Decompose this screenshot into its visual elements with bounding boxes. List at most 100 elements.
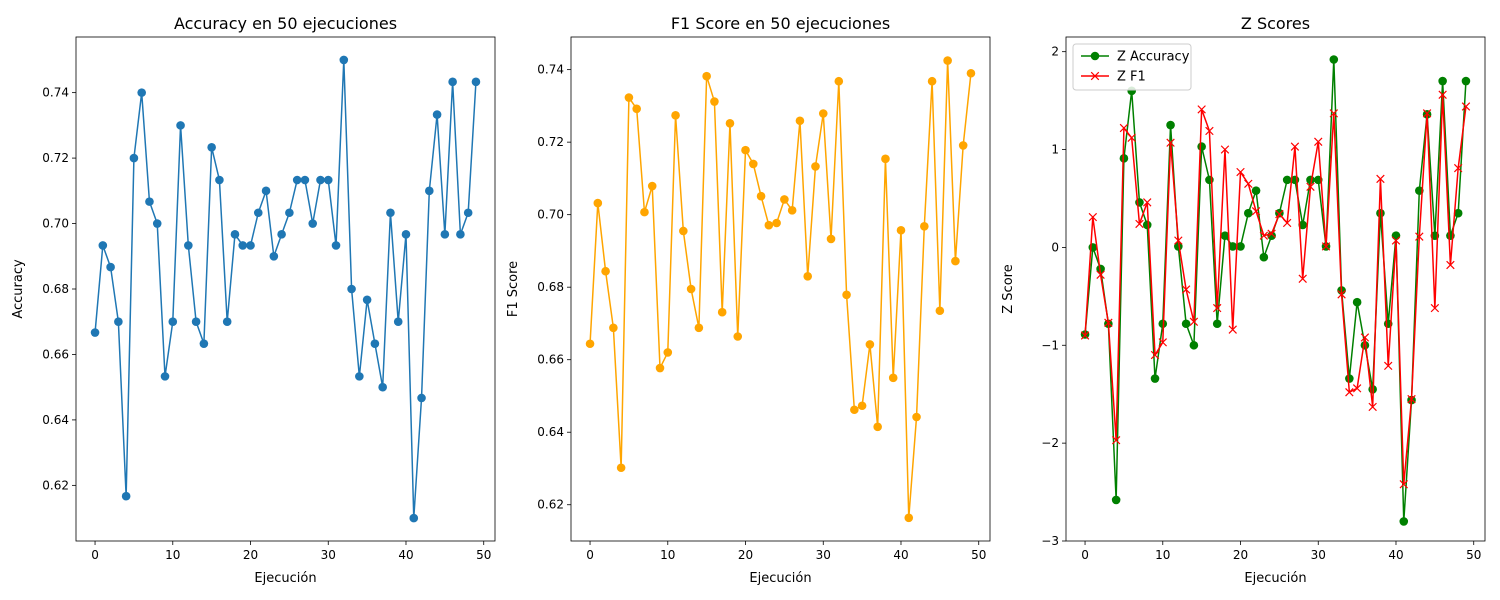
data-point [1298, 274, 1307, 283]
data-point [1174, 236, 1183, 245]
data-point [160, 372, 170, 381]
data-point [1298, 220, 1308, 230]
data-point [1453, 208, 1463, 218]
x-tick-label: 30 [816, 548, 831, 562]
data-point [292, 175, 302, 185]
data-point [440, 230, 450, 239]
data-point [1391, 236, 1401, 245]
data-point [1446, 260, 1455, 270]
data-point [850, 405, 859, 415]
data-point [1205, 126, 1214, 136]
data-point [1119, 154, 1129, 163]
y-tick-label: 0.72 [537, 135, 564, 149]
data-point [1220, 231, 1230, 240]
data-point [694, 323, 704, 333]
y-tick-label: 0.66 [537, 353, 564, 367]
y-tick-label: 0 [1051, 240, 1059, 254]
data-point [888, 373, 898, 383]
y-axis-label: Z Score [1001, 264, 1016, 313]
data-point [323, 175, 333, 185]
data-point [370, 339, 380, 348]
data-point [1360, 333, 1370, 342]
data-point [1197, 105, 1206, 114]
data-point [401, 230, 411, 239]
data-point [425, 186, 434, 196]
x-tick-label: 50 [476, 548, 491, 562]
data-point [593, 198, 603, 208]
data-point [927, 76, 937, 86]
data-point [137, 88, 146, 97]
y-tick-label: 0.62 [537, 498, 564, 512]
data-point [448, 77, 457, 87]
data-point [386, 208, 395, 218]
data-point [865, 340, 875, 349]
data-point [795, 116, 805, 126]
data-point [585, 339, 595, 349]
data-point [725, 118, 735, 128]
data-point [199, 339, 209, 348]
data-point [1166, 138, 1175, 147]
data-point [943, 56, 952, 65]
data-point [238, 241, 248, 250]
data-point [1376, 208, 1385, 218]
data-point [98, 241, 108, 250]
data-point [1251, 206, 1261, 216]
y-tick-label: 0.70 [42, 217, 69, 231]
x-tick-label: 10 [1155, 548, 1170, 562]
data-point [215, 175, 224, 185]
data-point [1376, 174, 1385, 184]
subplot-accuracy: Accuracy en 50 ejecuciones Ejecución Accur… [11, 14, 496, 586]
y-tick-label: 0.68 [42, 282, 69, 296]
y-tick-label: −3 [1041, 534, 1059, 548]
data-point [191, 317, 201, 327]
legend-label: Z Accuracy [1117, 50, 1190, 65]
x-tick-label: 40 [893, 548, 908, 562]
data-point [261, 186, 271, 196]
data-point [717, 307, 727, 317]
data-point [90, 328, 100, 337]
data-point [834, 76, 844, 86]
data-point [409, 513, 419, 523]
y-tick-label: −2 [1041, 436, 1059, 450]
data-point [1150, 350, 1160, 360]
x-axis-label: Ejecución [749, 571, 811, 586]
y-tick-label: 0.74 [537, 63, 564, 77]
data-point [966, 68, 976, 78]
data-point [1259, 231, 1269, 240]
data-point [1243, 208, 1253, 218]
data-point [741, 145, 750, 155]
data-point [1438, 90, 1447, 99]
x-tick-label: 30 [1311, 548, 1326, 562]
x-tick-label: 40 [398, 548, 413, 562]
y-axis-label: Accuracy [11, 259, 26, 319]
data-point [432, 110, 442, 119]
data-point [655, 363, 665, 373]
plot-frame [570, 36, 991, 542]
x-tick-label: 0 [91, 548, 99, 562]
chart-title: Accuracy en 50 ejecuciones [174, 14, 397, 33]
y-axis-label: F1 Score [506, 261, 521, 317]
data-point [1430, 303, 1440, 313]
data-point [1415, 232, 1424, 241]
y-tick-label: −1 [1041, 338, 1059, 352]
data-point [1166, 120, 1175, 130]
y-tick-label: 0.64 [42, 413, 69, 427]
data-point [106, 262, 115, 272]
data-point [1275, 209, 1284, 219]
data-point [935, 306, 945, 316]
data-point [269, 251, 279, 261]
data-point [230, 230, 240, 239]
data-point [1174, 242, 1183, 251]
chart-title: F1 Score en 50 ejecuciones [671, 14, 890, 33]
data-point [1337, 290, 1346, 299]
data-point [1321, 242, 1331, 251]
y-tick-label: 0.66 [42, 347, 69, 361]
data-point [1383, 361, 1393, 371]
data-point [1438, 76, 1447, 86]
data-point [1220, 145, 1230, 154]
data-point [920, 221, 929, 231]
data-point [456, 230, 465, 239]
data-point [1244, 179, 1253, 189]
data-point [277, 230, 286, 239]
data-point [1142, 220, 1152, 230]
